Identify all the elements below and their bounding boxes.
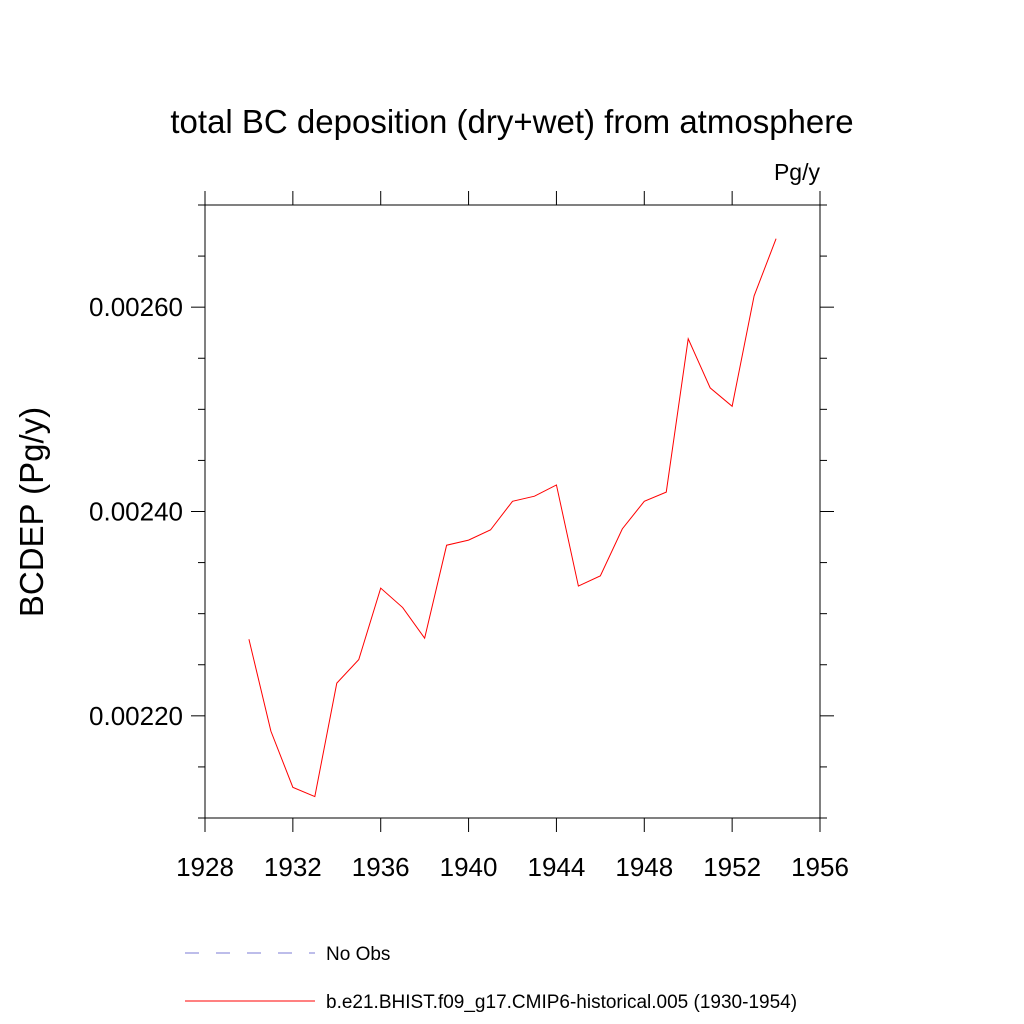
y-tick-label: 0.00220 [89,701,183,731]
legend: No Obs b.e21.BHIST.f09_g17.CMIP6-histori… [185,944,797,1013]
x-tick-label: 1944 [528,852,586,882]
x-tick-label: 1932 [264,852,322,882]
x-tick-label: 1956 [791,852,849,882]
x-tick-label: 1948 [615,852,673,882]
plot-layer: 1928 1932 1936 1940 1944 1948 1952 1956 0.00220 0… [89,191,849,882]
y-tick-label: 0.00240 [89,497,183,527]
x-tick-label: 1936 [352,852,410,882]
plot-frame [204,204,821,819]
chart-title: total BC deposition (dry+wet) from atmos… [170,103,853,140]
legend-label-no-obs: No Obs [326,944,390,965]
series-line-1 [248,238,777,798]
x-tick-label: 1928 [176,852,234,882]
x-tick-label: 1940 [440,852,498,882]
units-label: Pg/y [774,159,821,185]
x-tick-label: 1952 [703,852,761,882]
y-axis-label: BCDEP (Pg/y) [13,407,50,617]
y-tick-label: 0.00260 [89,292,183,322]
legend-label-historical: b.e21.BHIST.f09_g17.CMIP6-historical.005… [326,992,797,1013]
